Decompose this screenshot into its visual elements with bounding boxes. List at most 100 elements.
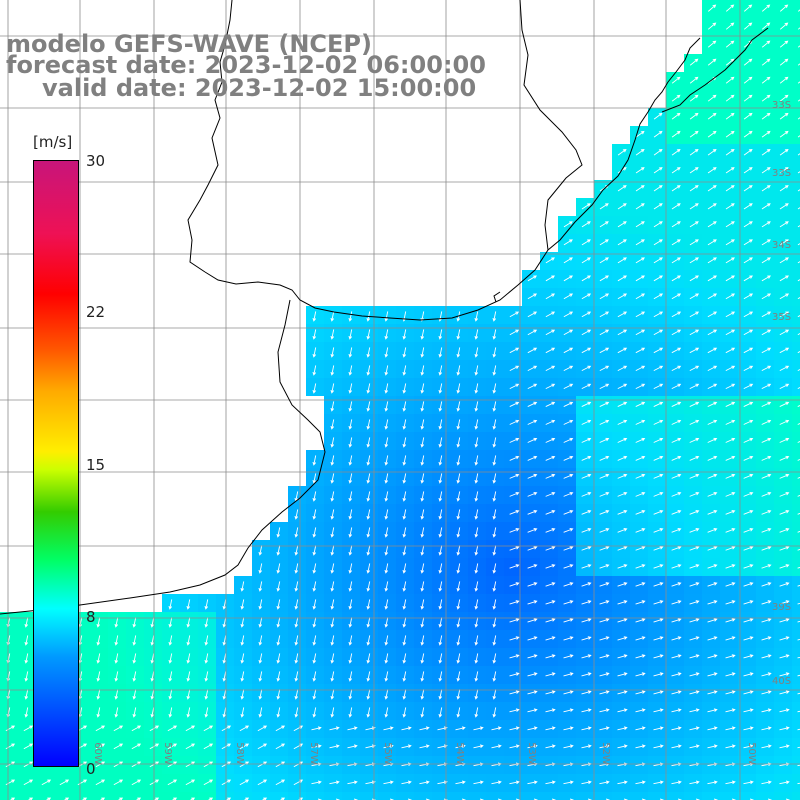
wind-arrow: [725, 203, 735, 210]
wind-arrow: [743, 148, 753, 156]
wind-arrow: [563, 365, 574, 372]
wind-arrow: [653, 780, 664, 785]
wind-arrow: [311, 744, 322, 749]
wind-arrow: [96, 707, 101, 718]
wind-arrow: [779, 419, 790, 425]
wind-arrow: [113, 725, 124, 732]
wind-arrow: [689, 239, 699, 246]
wind-arrow: [294, 635, 299, 646]
wind-arrow: [581, 708, 592, 713]
wind-arrow: [761, 491, 772, 497]
wind-arrow: [312, 311, 317, 322]
wind-cell: [792, 162, 800, 180]
wind-cell: [486, 792, 504, 800]
wind-arrow: [474, 401, 479, 412]
wind-arrow: [761, 582, 772, 587]
wind-arrow: [420, 671, 425, 682]
wind-arrow: [312, 635, 317, 646]
wind-arrow: [653, 293, 664, 300]
wind-arrow: [474, 329, 479, 340]
wind-arrow: [330, 365, 335, 376]
wind-arrow: [222, 653, 227, 664]
wind-arrow: [312, 455, 317, 466]
wind-arrow: [204, 671, 209, 682]
wind-arrow: [384, 419, 389, 430]
wind-arrow: [438, 347, 443, 358]
wind-cell: [396, 792, 414, 800]
wind-arrow: [563, 528, 574, 533]
wind-arrow: [689, 94, 699, 102]
wind-arrow: [294, 509, 299, 520]
wind-arrow: [725, 726, 736, 731]
wind-arrow: [761, 76, 771, 84]
wind-arrow: [348, 581, 353, 592]
wind-arrow: [707, 473, 718, 479]
wind-arrow: [509, 365, 520, 372]
wind-arrow: [330, 329, 335, 340]
wind-arrow: [438, 365, 443, 376]
wind-arrow: [635, 672, 646, 677]
wind-arrow: [401, 744, 412, 749]
wind-arrow: [635, 365, 646, 372]
wind-arrow: [707, 401, 718, 407]
wind-arrow: [132, 707, 137, 718]
wind-arrow: [492, 491, 497, 502]
wind-arrow: [312, 599, 317, 610]
wind-arrow: [779, 383, 790, 389]
wind-arrow: [707, 185, 717, 192]
wind-arrow: [761, 636, 772, 641]
wind-arrow: [186, 653, 191, 664]
wind-arrow: [545, 600, 556, 605]
wind-arrow: [635, 744, 646, 749]
wind-arrow: [257, 779, 268, 786]
wind-arrow: [707, 130, 717, 138]
wind-arrow: [438, 383, 443, 394]
wind-arrow: [689, 509, 700, 515]
wind-arrow: [330, 491, 335, 502]
wind-arrow: [384, 671, 389, 682]
wind-arrow: [545, 708, 556, 713]
wind-arrow: [653, 473, 664, 479]
wind-arrow: [59, 779, 70, 786]
wind-arrow: [204, 653, 209, 664]
wind-arrow: [779, 509, 790, 515]
wind-arrow: [725, 401, 736, 407]
wind-cell: [576, 792, 594, 800]
wind-arrow: [330, 509, 335, 520]
wind-arrow: [402, 563, 407, 574]
wind-arrow: [402, 707, 407, 718]
wind-arrow: [725, 257, 735, 264]
wind-arrow: [420, 419, 425, 430]
wind-arrow: [348, 401, 353, 412]
wind-arrow: [527, 365, 538, 372]
wind-arrow: [474, 383, 479, 394]
wind-arrow: [617, 401, 628, 407]
wind-arrow: [330, 473, 335, 484]
wind-arrow: [743, 600, 754, 605]
wind-arrow: [599, 654, 610, 659]
wind-arrow: [563, 437, 574, 443]
wind-arrow: [24, 635, 29, 646]
wind-arrow: [653, 203, 663, 210]
wind-arrow: [707, 40, 717, 48]
wind-arrow: [456, 599, 461, 610]
wind-arrow: [581, 636, 592, 641]
wind-arrow: [545, 383, 556, 389]
wind-arrow: [671, 347, 682, 354]
wind-arrow: [617, 491, 628, 497]
wind-arrow: [761, 167, 771, 174]
wind-arrow: [599, 329, 610, 336]
wind-arrow: [635, 654, 646, 659]
wind-arrow: [167, 743, 178, 750]
wind-arrow: [635, 636, 646, 641]
wind-arrow: [743, 365, 754, 372]
wind-arrow: [492, 653, 497, 664]
lon-label: 58W: [233, 742, 245, 765]
wind-arrow: [420, 653, 425, 664]
wind-arrow: [761, 546, 772, 551]
wind-arrow: [581, 365, 592, 372]
wind-arrow: [366, 347, 371, 358]
wind-arrow: [168, 635, 173, 646]
wind-arrow: [653, 311, 664, 318]
wind-arrow: [725, 22, 735, 30]
